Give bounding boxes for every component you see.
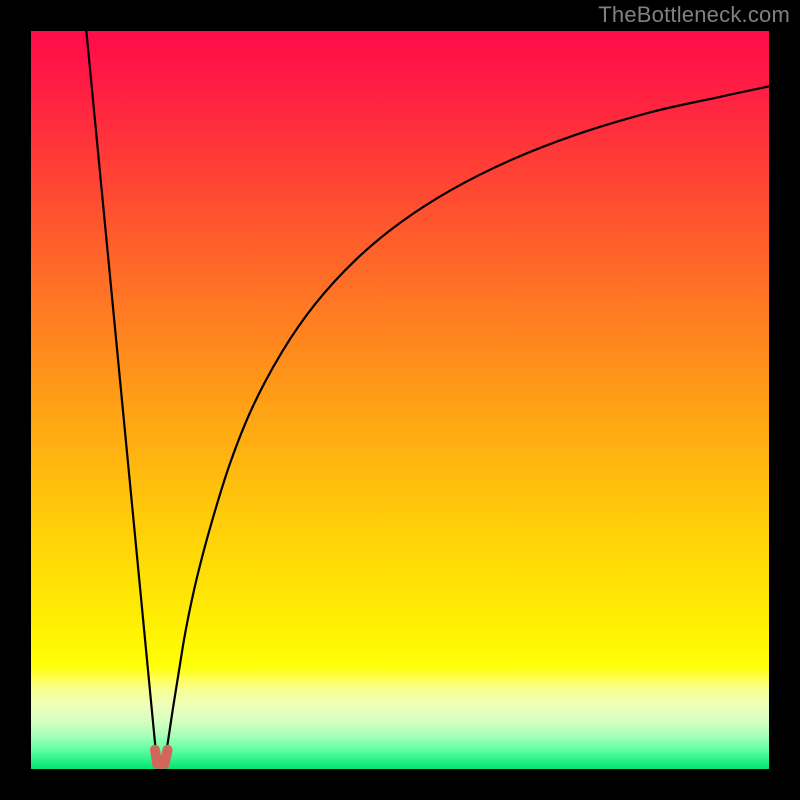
bottleneck-chart — [0, 0, 800, 800]
watermark-text: TheBottleneck.com — [598, 2, 790, 28]
chart-background — [31, 31, 769, 769]
chart-stage: TheBottleneck.com — [0, 0, 800, 800]
